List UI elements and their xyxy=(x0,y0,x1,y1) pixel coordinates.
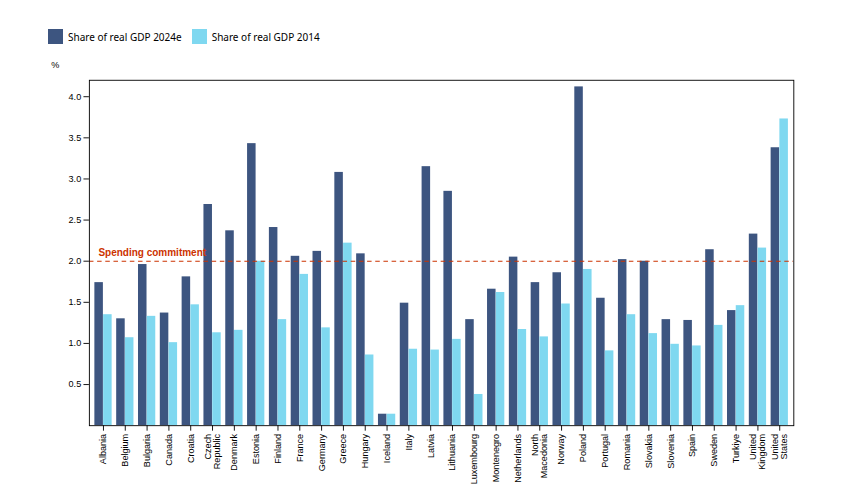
svg-text:Poland: Poland xyxy=(578,434,588,462)
svg-text:Lithuania: Lithuania xyxy=(447,433,457,471)
svg-text:Norway: Norway xyxy=(556,433,566,464)
svg-text:Denmark: Denmark xyxy=(229,433,239,470)
svg-text:Netherlands: Netherlands xyxy=(513,433,523,482)
svg-text:Estonia: Estonia xyxy=(251,433,261,464)
svg-text:Sweden: Sweden xyxy=(709,434,719,467)
html-text:Share of real GDP 2024e: Share of real GDP 2024e xyxy=(68,29,182,44)
svg-text:France: France xyxy=(295,434,305,462)
svg-text:Slovenia: Slovenia xyxy=(666,433,676,469)
svg-text:Latvia: Latvia xyxy=(426,433,436,458)
svg-text:Luxembourg: Luxembourg xyxy=(469,434,479,484)
svg-text:Germany: Germany xyxy=(317,433,327,471)
svg-text:1.0: 1.0 xyxy=(69,338,82,348)
svg-text:2.0: 2.0 xyxy=(69,256,82,266)
svg-text:Italy: Italy xyxy=(404,433,414,450)
svg-text:CzechRepublic: CzechRepublic xyxy=(203,433,222,469)
svg-text:3.0: 3.0 xyxy=(69,174,82,184)
svg-text:Bulgaria: Bulgaria xyxy=(142,433,152,467)
svg-text:%: % xyxy=(51,60,59,70)
svg-text:Finland: Finland xyxy=(273,434,283,464)
svg-text:4.0: 4.0 xyxy=(69,92,82,102)
svg-text:Spending commitment: Spending commitment xyxy=(98,247,206,258)
svg-text:Canada: Canada xyxy=(164,433,174,466)
svg-text:Portugal: Portugal xyxy=(600,434,610,468)
svg-text:Spain: Spain xyxy=(687,434,697,457)
svg-text:Hungary: Hungary xyxy=(360,433,370,468)
svg-text:Greece: Greece xyxy=(338,434,348,464)
svg-text:Belgium: Belgium xyxy=(120,434,130,467)
svg-text:Albania: Albania xyxy=(98,433,108,464)
html-text:Share of real GDP 2014: Share of real GDP 2014 xyxy=(211,29,320,44)
svg-text:Iceland: Iceland xyxy=(382,434,392,463)
svg-text:Montenegro: Montenegro xyxy=(491,434,501,482)
svg-text:Slovakia: Slovakia xyxy=(644,433,654,468)
svg-text:2.5: 2.5 xyxy=(69,215,82,225)
svg-text:UnitedStates: UnitedStates xyxy=(770,433,789,460)
svg-text:Turkiye: Turkiye xyxy=(731,434,741,463)
svg-text:Romania: Romania xyxy=(622,433,632,470)
svg-text:0.5: 0.5 xyxy=(69,379,82,389)
svg-text:1.5: 1.5 xyxy=(69,297,82,307)
svg-text:3.5: 3.5 xyxy=(69,133,82,143)
svg-text:Croatia: Croatia xyxy=(186,433,196,463)
svg-text:NorthMacedonia: NorthMacedonia xyxy=(530,433,549,478)
svg-text:UnitedKingdom: UnitedKingdom xyxy=(748,434,767,470)
